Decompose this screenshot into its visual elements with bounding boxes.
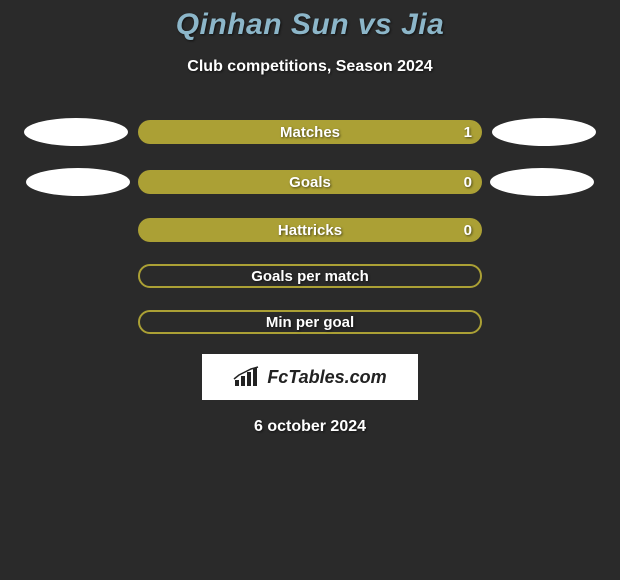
stat-bar-goals-per-match: Goals per match <box>138 264 482 288</box>
stat-value: 0 <box>464 222 472 239</box>
stat-label: Matches <box>280 124 340 141</box>
stat-row-goals-per-match: Goals per match <box>0 264 620 288</box>
stat-value: 0 <box>464 174 472 191</box>
brand-text: FcTables.com <box>267 367 386 388</box>
stat-label: Hattricks <box>278 222 342 239</box>
spacer <box>492 168 612 196</box>
stat-label: Min per goal <box>266 314 354 331</box>
stat-bar-min-per-goal: Min per goal <box>138 310 482 334</box>
player-ellipse-right <box>492 118 596 146</box>
stats-area: Matches 1 Goals 0 Hattricks 0 <box>0 118 620 334</box>
stat-bar-goals: Goals 0 <box>138 170 482 194</box>
stat-row-matches: Matches 1 <box>0 118 620 146</box>
player-ellipse-left <box>24 118 128 146</box>
stat-label: Goals <box>289 174 331 191</box>
chart-bars-icon <box>233 366 261 388</box>
stat-bar-matches: Matches 1 <box>138 120 482 144</box>
spacer <box>8 168 128 196</box>
stat-bar-hattricks: Hattricks 0 <box>138 218 482 242</box>
stat-row-hattricks: Hattricks 0 <box>0 218 620 242</box>
page-title: Qinhan Sun vs Jia <box>0 8 620 42</box>
comparison-card: Qinhan Sun vs Jia Club competitions, Sea… <box>0 0 620 436</box>
date-line: 6 october 2024 <box>0 418 620 436</box>
brand-box[interactable]: FcTables.com <box>202 354 418 400</box>
player-ellipse-right <box>490 168 594 196</box>
page-subtitle: Club competitions, Season 2024 <box>0 58 620 76</box>
stat-label: Goals per match <box>251 268 369 285</box>
stat-value: 1 <box>464 124 472 141</box>
stat-row-goals: Goals 0 <box>0 168 620 196</box>
player-ellipse-left <box>26 168 130 196</box>
stat-row-min-per-goal: Min per goal <box>0 310 620 334</box>
